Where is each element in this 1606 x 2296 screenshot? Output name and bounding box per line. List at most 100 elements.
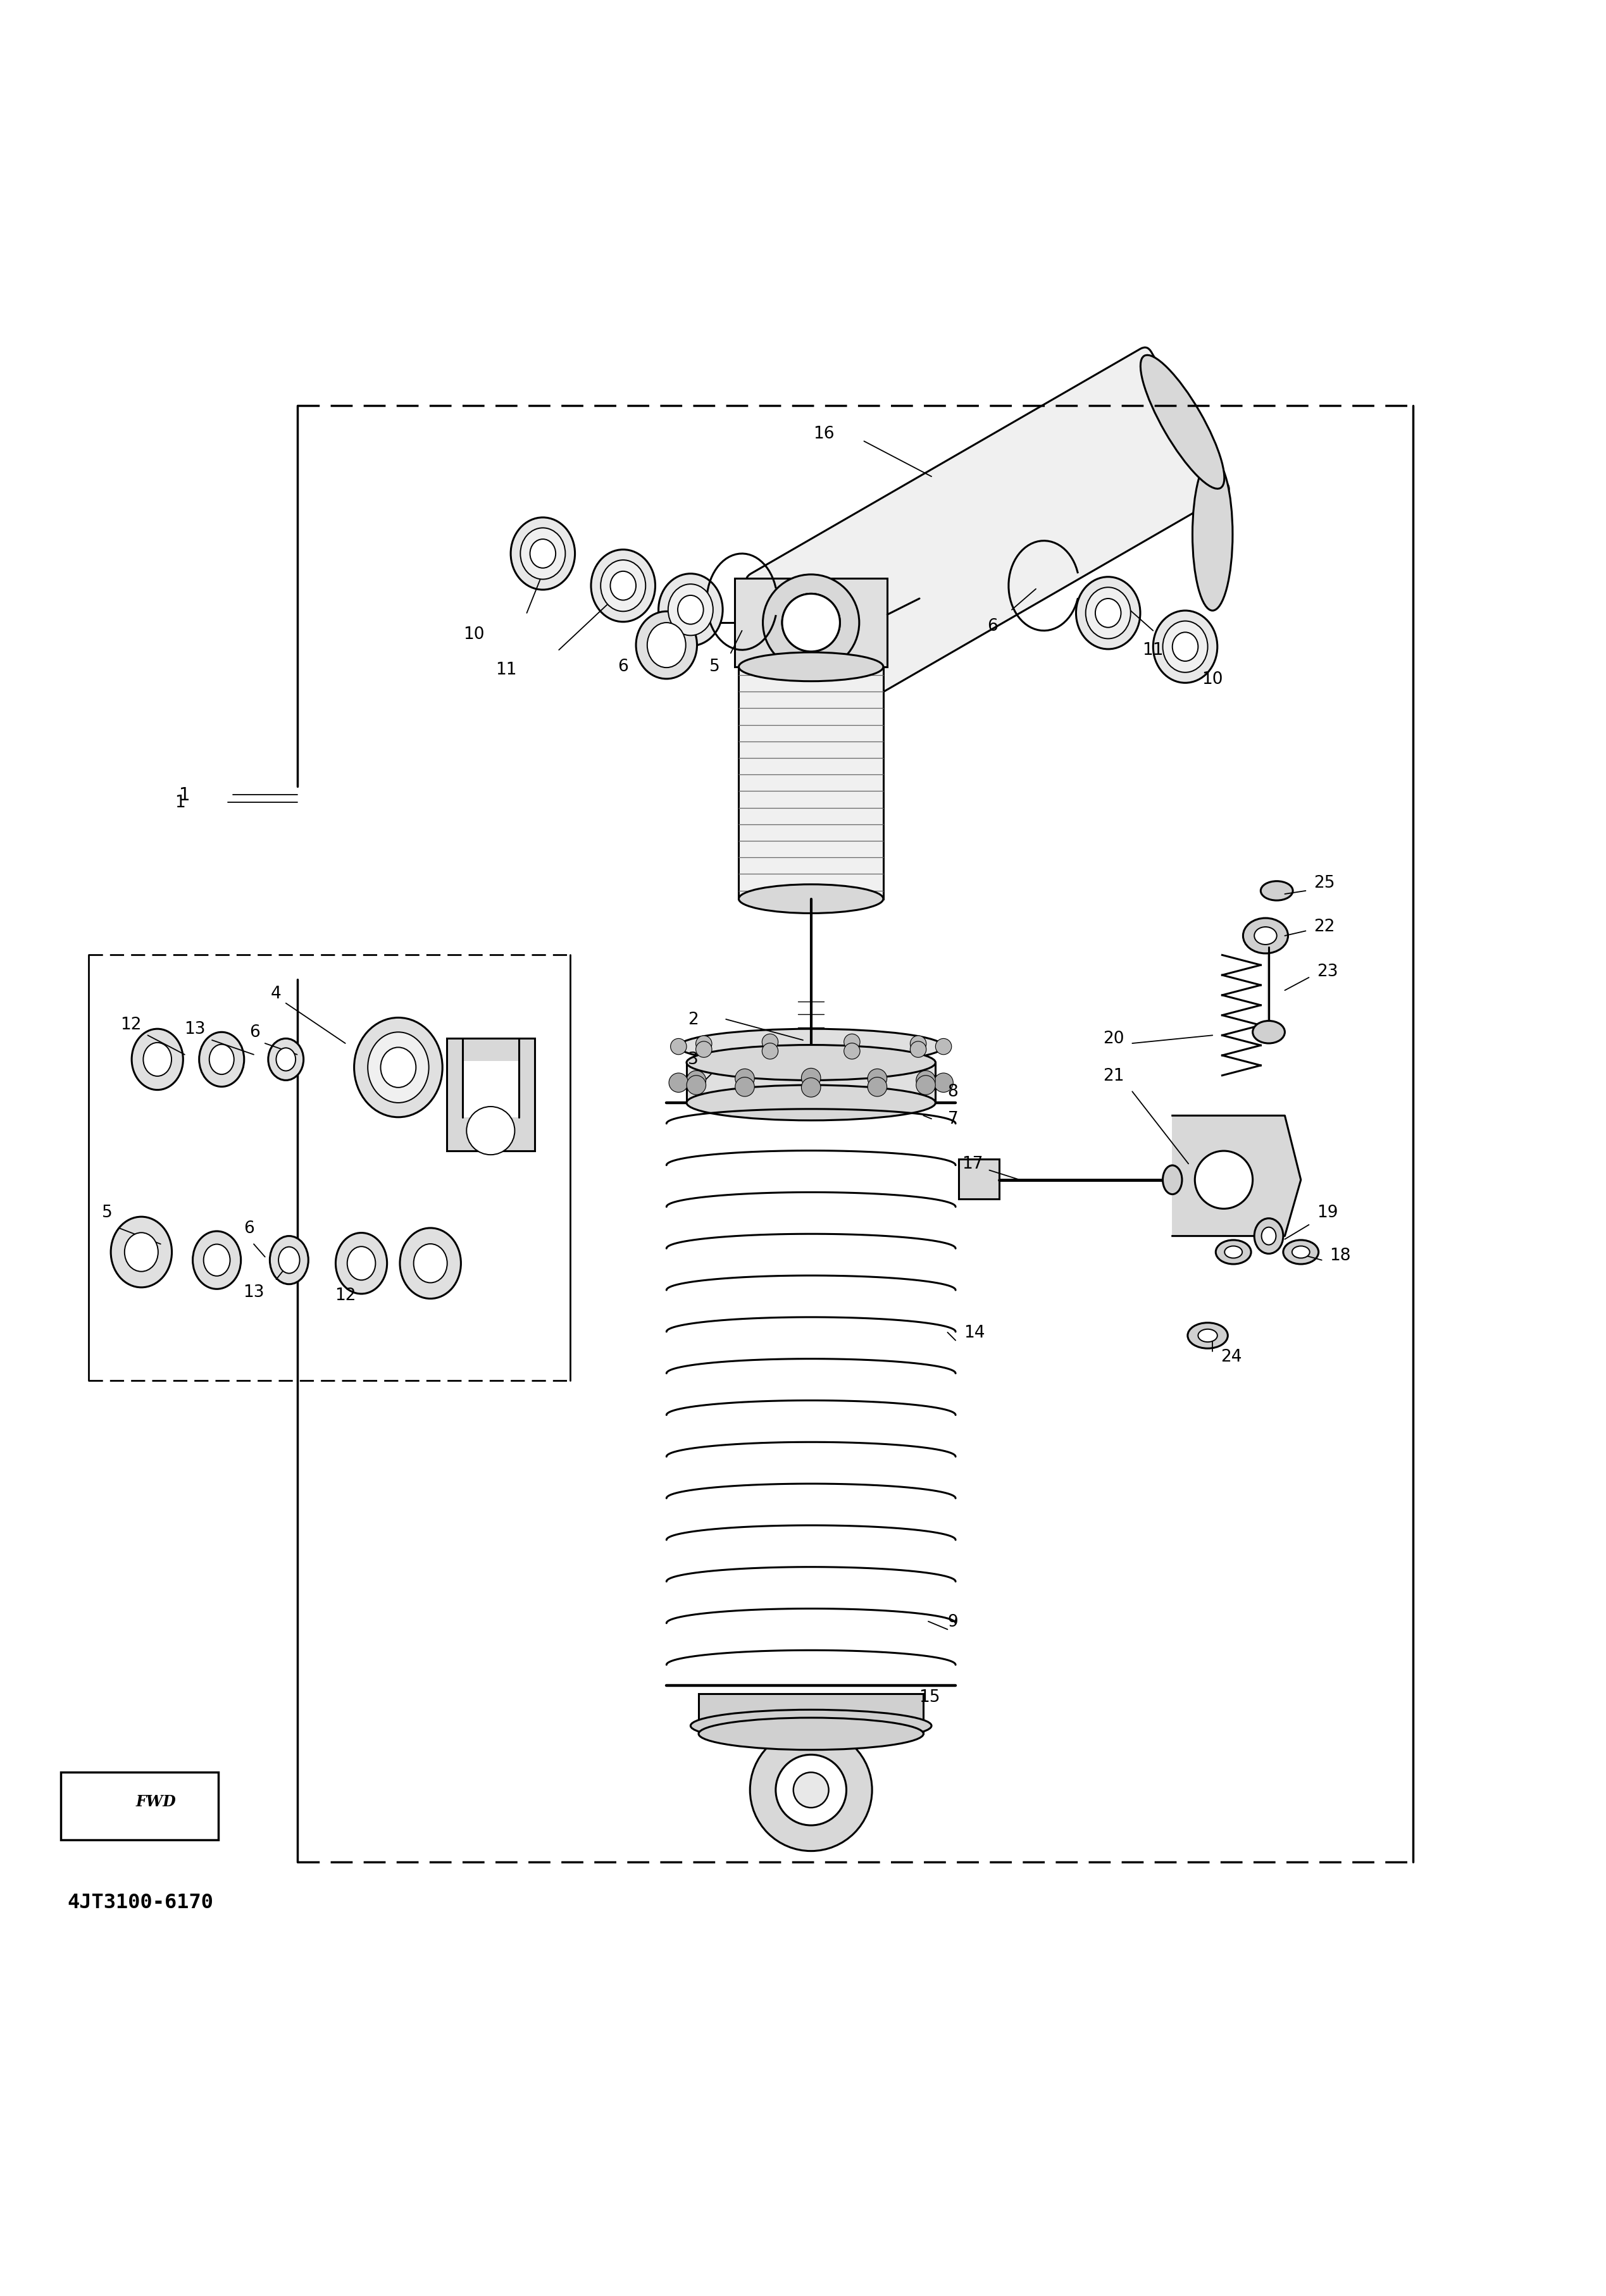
Circle shape (687, 1077, 707, 1095)
Ellipse shape (111, 1217, 172, 1288)
Ellipse shape (1254, 928, 1277, 946)
Text: 25: 25 (1314, 875, 1335, 891)
Ellipse shape (1187, 1322, 1227, 1348)
Ellipse shape (520, 528, 565, 579)
Ellipse shape (193, 1231, 241, 1290)
Ellipse shape (687, 1086, 935, 1120)
Text: 12: 12 (334, 1288, 357, 1304)
Ellipse shape (687, 1045, 935, 1081)
Text: 11: 11 (495, 661, 517, 677)
Ellipse shape (1291, 1247, 1309, 1258)
Ellipse shape (400, 1228, 461, 1300)
Ellipse shape (1163, 622, 1208, 673)
Ellipse shape (1216, 1240, 1251, 1265)
Ellipse shape (268, 1038, 304, 1081)
Text: 9: 9 (948, 1614, 959, 1630)
Text: 5: 5 (101, 1203, 112, 1221)
Circle shape (736, 1070, 755, 1088)
Text: 11: 11 (1142, 643, 1164, 659)
Circle shape (782, 595, 840, 652)
Ellipse shape (739, 652, 883, 682)
Ellipse shape (336, 1233, 387, 1295)
Text: 21: 21 (1103, 1068, 1124, 1084)
FancyArrow shape (854, 530, 925, 650)
Ellipse shape (1086, 588, 1131, 638)
Ellipse shape (414, 1244, 446, 1283)
Text: 14: 14 (964, 1325, 984, 1341)
Ellipse shape (381, 1047, 416, 1088)
Ellipse shape (511, 519, 575, 590)
Circle shape (801, 1068, 821, 1088)
Circle shape (793, 1773, 829, 1807)
Bar (739, 668, 883, 900)
Ellipse shape (270, 1235, 308, 1283)
Text: 4JT3100-6170: 4JT3100-6170 (67, 1892, 214, 1913)
Circle shape (915, 1070, 935, 1091)
Circle shape (763, 1042, 779, 1058)
Ellipse shape (1261, 882, 1293, 900)
Text: 6: 6 (988, 618, 997, 634)
Text: 16: 16 (813, 425, 835, 441)
Text: 4: 4 (270, 985, 281, 1001)
Bar (463, 1061, 519, 1118)
Circle shape (776, 1754, 846, 1825)
Ellipse shape (591, 551, 655, 622)
Text: 12: 12 (120, 1017, 141, 1033)
FancyArrow shape (1049, 418, 1119, 537)
Ellipse shape (530, 540, 556, 569)
Text: 8: 8 (948, 1084, 959, 1100)
Circle shape (763, 1033, 779, 1049)
Circle shape (933, 1072, 954, 1093)
Circle shape (763, 574, 859, 670)
Ellipse shape (647, 622, 686, 668)
Ellipse shape (132, 1029, 183, 1091)
Ellipse shape (1254, 1219, 1283, 1254)
Ellipse shape (678, 595, 703, 625)
Ellipse shape (1095, 599, 1121, 627)
Circle shape (911, 1042, 927, 1058)
Ellipse shape (1253, 1022, 1285, 1045)
Text: 17: 17 (962, 1155, 983, 1173)
Bar (61, 1773, 218, 1839)
FancyArrow shape (1097, 390, 1169, 510)
Circle shape (750, 1729, 872, 1851)
Circle shape (867, 1070, 887, 1088)
Text: 1: 1 (180, 785, 190, 804)
FancyBboxPatch shape (747, 349, 1229, 721)
Circle shape (467, 1107, 516, 1155)
Ellipse shape (368, 1033, 429, 1102)
Circle shape (668, 1072, 687, 1093)
Ellipse shape (636, 611, 697, 680)
Text: 23: 23 (1317, 964, 1338, 980)
Circle shape (911, 1035, 927, 1052)
Text: 7: 7 (948, 1111, 959, 1127)
Circle shape (782, 595, 840, 652)
Text: 22: 22 (1314, 918, 1335, 934)
Ellipse shape (1153, 611, 1217, 684)
Text: 13: 13 (185, 1022, 206, 1038)
Bar (699, 1694, 923, 1733)
Circle shape (935, 1038, 951, 1054)
Ellipse shape (699, 1717, 923, 1750)
Circle shape (1195, 1150, 1253, 1210)
Text: 20: 20 (1103, 1031, 1124, 1047)
Circle shape (843, 1033, 859, 1049)
Text: 1: 1 (175, 794, 185, 810)
Ellipse shape (125, 1233, 157, 1272)
Ellipse shape (601, 560, 646, 611)
Ellipse shape (353, 1017, 442, 1118)
Circle shape (736, 1077, 755, 1097)
Circle shape (843, 1042, 859, 1058)
Text: FWD: FWD (135, 1793, 177, 1809)
Ellipse shape (691, 1711, 931, 1743)
Ellipse shape (276, 1049, 296, 1072)
Ellipse shape (1243, 918, 1288, 953)
Text: 10: 10 (1201, 670, 1224, 687)
Bar (687, 1063, 935, 1102)
Ellipse shape (658, 574, 723, 647)
Ellipse shape (199, 1033, 244, 1086)
Text: 18: 18 (1330, 1247, 1351, 1263)
FancyArrow shape (951, 475, 1023, 595)
Ellipse shape (610, 572, 636, 602)
Text: 10: 10 (463, 627, 485, 643)
